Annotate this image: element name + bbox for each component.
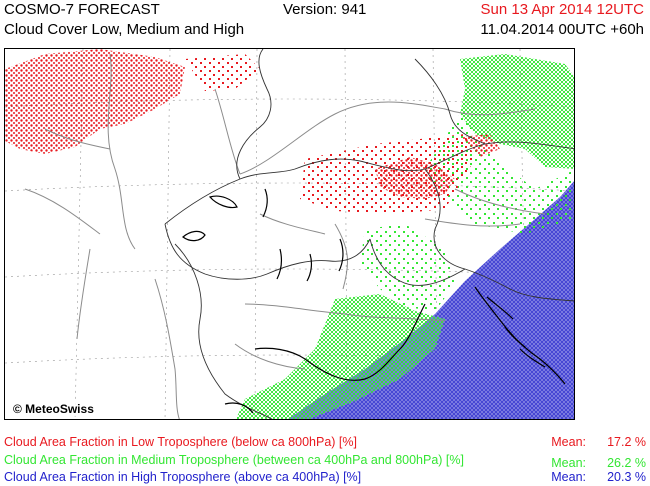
low-cloud-area-nw <box>5 49 185 154</box>
copyright-label: © MeteoSwiss <box>11 402 96 416</box>
mean-high-value: 20.3 % <box>607 470 646 484</box>
mean-label: Mean: <box>551 470 586 484</box>
low-cloud-area-alps-sparse <box>300 134 475 214</box>
mean-medium-value: 26.2 % <box>607 456 646 470</box>
mean-high-cloud: Mean: 20.3 % <box>536 470 646 485</box>
legend-low-cloud: Cloud Area Fraction in Low Troposphere (… <box>4 435 357 449</box>
version-label: Version: 941 <box>283 1 367 18</box>
forecast-title: COSMO-7 FORECAST <box>4 1 160 18</box>
high-cloud-area <box>287 181 574 419</box>
run-time: 11.04.2014 00UTC +60h <box>480 21 644 38</box>
mean-medium-cloud: Mean: 26.2 % <box>536 456 646 471</box>
low-cloud-area-n <box>185 54 260 91</box>
mean-label: Mean: <box>551 456 586 470</box>
valid-time: Sun 13 Apr 2014 12UTC <box>480 1 644 18</box>
coastlines <box>182 188 566 414</box>
forecast-map: © MeteoSwiss <box>4 48 575 420</box>
medium-cloud-area-se <box>235 294 445 419</box>
medium-cloud-area-sparse <box>360 224 455 311</box>
forecast-subtitle: Cloud Cover Low, Medium and High <box>4 21 245 38</box>
mean-low-value: 17.2 % <box>607 435 646 449</box>
map-canvas <box>5 49 574 419</box>
mean-low-cloud: Mean: 17.2 % <box>536 435 646 450</box>
mean-label: Mean: <box>551 435 586 449</box>
legend-medium-cloud: Cloud Area Fraction in Medium Tropospher… <box>4 453 464 467</box>
legend-high-cloud: Cloud Area Fraction in High Troposphere … <box>4 470 362 484</box>
rivers <box>24 53 546 419</box>
